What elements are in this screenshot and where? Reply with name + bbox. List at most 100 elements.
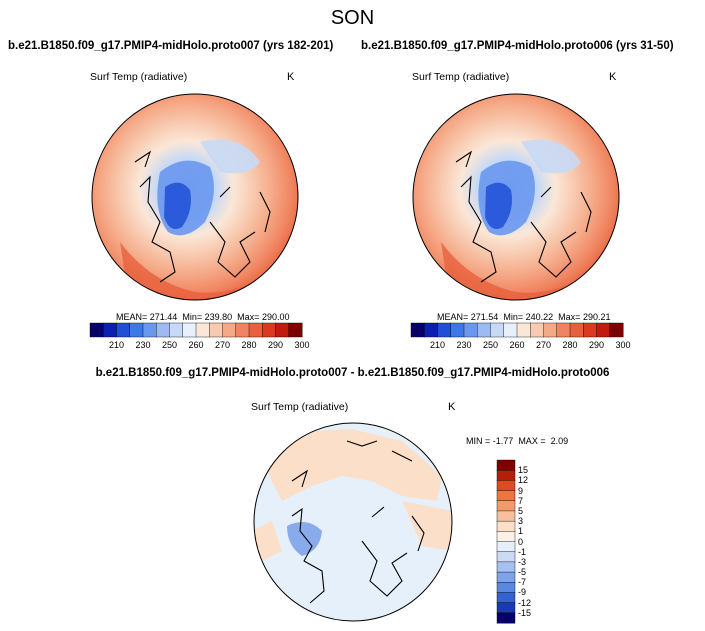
diff-colorbar-box	[496, 490, 516, 502]
diff-colorbar-tick-label: 1	[518, 526, 524, 537]
diff-colorbar-tick-label: 0	[518, 536, 524, 547]
panel3-coastlines	[291, 440, 425, 604]
panel3-warm-west	[254, 521, 282, 561]
panel3-map	[253, 422, 453, 622]
panel3-colorbar	[496, 459, 516, 624]
colorbar-box	[142, 322, 157, 338]
colorbar-box	[209, 322, 224, 338]
colorbar-box	[235, 322, 250, 338]
colorbar-box	[116, 322, 131, 338]
panel3-stats: MIN = -1.77 MAX = 2.09	[466, 436, 569, 446]
colorbar-box	[262, 322, 277, 338]
colorbar-box	[477, 322, 492, 338]
diff-colorbar-tick-label: 3	[518, 516, 524, 527]
panel2-arctic-cool	[521, 139, 581, 174]
colorbar-tick-label: 250	[161, 340, 178, 350]
panel3-greenland-cool	[287, 522, 322, 556]
diff-colorbar-tick-label: -3	[518, 556, 527, 567]
colorbar-box	[195, 322, 210, 338]
diff-colorbar-box	[496, 541, 516, 553]
colorbar-box	[182, 322, 197, 338]
colorbar-tick-label: 270	[535, 340, 552, 350]
diff-colorbar-tick-label: -12	[518, 597, 532, 608]
colorbar-box	[288, 322, 303, 338]
colorbar-box	[490, 322, 505, 338]
diff-colorbar-box	[496, 612, 516, 624]
colorbar-tick-label: 260	[509, 340, 525, 350]
panel3-map-border	[253, 422, 453, 622]
panel2-title: b.e21.B1850.f09_g17.PMIP4-midHolo.proto0…	[361, 40, 674, 52]
diff-colorbar-box	[496, 551, 516, 563]
panel1-colorbar	[89, 322, 303, 338]
panel1-colorbar-labels: 210 230 250 260 270 280 290 300	[90, 340, 310, 352]
panel3-warm-north	[262, 429, 442, 501]
panel1-map-border	[91, 93, 299, 301]
colorbar-box	[410, 322, 425, 338]
colorbar-tick-label: 290	[588, 340, 605, 350]
diff-colorbar-box	[496, 469, 516, 481]
diff-colorbar-box	[496, 531, 516, 542]
panel3-variable-label: Surf Temp (radiative)	[251, 401, 349, 413]
panel1-units: K	[287, 71, 295, 83]
colorbar-box	[275, 322, 290, 338]
diff-colorbar-box	[496, 459, 516, 471]
colorbar-tick-label: 290	[267, 340, 284, 350]
colorbar-box	[129, 322, 144, 338]
diff-colorbar-tick-label: -5	[518, 567, 527, 578]
panel1-title: b.e21.B1850.f09_g17.PMIP4-midHolo.proto0…	[8, 40, 334, 52]
colorbar-box	[609, 322, 624, 338]
diff-colorbar-box	[496, 571, 516, 583]
diff-colorbar-box	[496, 520, 516, 532]
page-title: SON	[330, 7, 375, 29]
panel3-warm-east	[402, 501, 452, 551]
colorbar-box	[463, 322, 478, 338]
diff-colorbar-tick-label: -7	[518, 577, 527, 588]
diff-colorbar-tick-label: -9	[518, 587, 527, 598]
diff-colorbar-box	[496, 582, 516, 593]
colorbar-box	[437, 322, 452, 338]
panel2-colorbar	[410, 322, 624, 338]
colorbar-box	[248, 322, 263, 338]
colorbar-box	[156, 322, 171, 338]
colorbar-box	[424, 322, 439, 338]
panel3-units: K	[448, 401, 456, 413]
panel2-colorbar-labels: 210 230 250 260 270 280 290 300	[411, 340, 631, 352]
colorbar-tick-label: 300	[294, 340, 310, 350]
colorbar-box	[569, 322, 584, 338]
panel1-coastlines	[134, 150, 271, 283]
colorbar-tick-label: 230	[456, 340, 472, 350]
panel3-colorbar-labels: 15 12 9 7 5 3 1 0 -1 -3 -5 -7 -9 -12 -15	[518, 460, 548, 623]
colorbar-tick-label: 230	[135, 340, 151, 350]
colorbar-box	[89, 322, 104, 338]
colorbar-tick-label: 280	[241, 340, 257, 350]
diff-colorbar-tick-label: 7	[518, 495, 524, 506]
colorbar-box	[103, 322, 118, 338]
panel2-units: K	[609, 71, 617, 83]
panel2-variable-label: Surf Temp (radiative)	[412, 71, 510, 83]
colorbar-box	[543, 322, 558, 338]
colorbar-box	[596, 322, 611, 338]
diff-colorbar-box	[496, 480, 516, 492]
colorbar-box	[503, 322, 518, 338]
diff-colorbar-tick-label: 12	[518, 475, 529, 486]
colorbar-tick-label: 280	[562, 340, 578, 350]
panel2-greenland-core	[485, 182, 512, 230]
colorbar-box	[450, 322, 465, 338]
diff-colorbar-tick-label: 5	[518, 505, 524, 516]
colorbar-tick-label: 300	[615, 340, 631, 350]
colorbar-tick-label: 210	[108, 340, 125, 350]
colorbar-box	[530, 322, 545, 338]
diff-colorbar-box	[496, 602, 516, 614]
panel1-variable-label: Surf Temp (radiative)	[90, 71, 188, 83]
diff-colorbar-box	[496, 510, 516, 522]
diff-colorbar-box	[496, 592, 516, 604]
panel1-stats: MEAN= 271.44 Min= 239.80 Max= 290.00	[116, 312, 290, 322]
colorbar-box	[556, 322, 571, 338]
panel2-stats: MEAN= 271.54 Min= 240.22 Max= 290.21	[437, 312, 611, 322]
diff-colorbar-tick-label: 9	[518, 485, 524, 496]
colorbar-box	[516, 322, 531, 338]
panel1-map	[91, 93, 299, 301]
colorbar-tick-label: 260	[188, 340, 204, 350]
colorbar-tick-label: 250	[482, 340, 499, 350]
panel1-arctic-cool	[200, 139, 260, 174]
